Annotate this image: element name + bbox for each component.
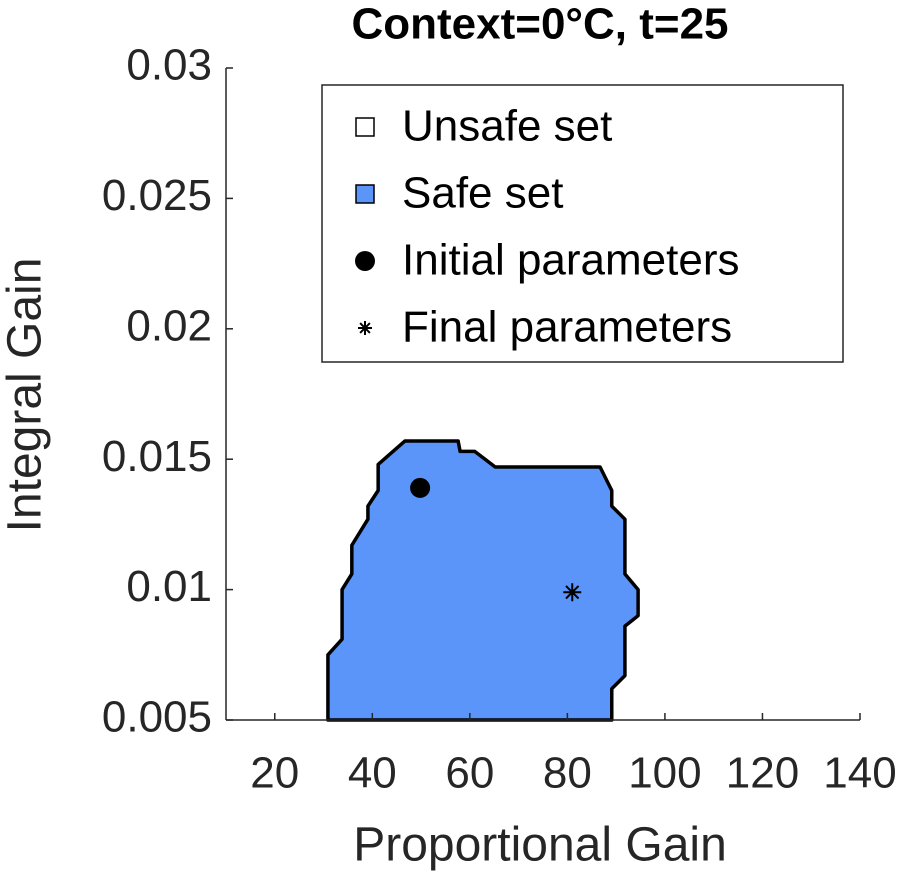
legend: Unsafe set Safe set Initial parameters Fina… [321, 84, 844, 363]
final-point [563, 583, 582, 602]
x-tick-label: 120 [726, 749, 799, 798]
y-tick-label: 0.025 [102, 171, 212, 220]
initial-point [410, 477, 431, 498]
legend-box [321, 84, 844, 363]
y-tick-label: 0.01 [126, 562, 212, 611]
legend-swatch [355, 117, 375, 137]
safe-set-region [326, 439, 640, 722]
x-tick-label: 140 [823, 749, 896, 798]
legend-label: Initial parameters [402, 236, 739, 285]
y-tick-label: 0.03 [126, 41, 212, 90]
x-axis-label: Proportional Gain [353, 819, 727, 872]
x-tick-label: 60 [445, 749, 494, 798]
x-tick-label: 40 [348, 749, 397, 798]
y-tick-label: 0.015 [102, 432, 212, 481]
legend-label: Unsafe set [402, 102, 612, 151]
y-tick-label: 0.02 [126, 301, 212, 350]
legend-label: Final parameters [402, 303, 732, 352]
y-tick-label: 0.005 [102, 693, 212, 742]
legend-swatch [358, 321, 372, 335]
legend-swatch [355, 251, 375, 271]
legend-label: Safe set [402, 169, 563, 218]
x-tick-label: 80 [543, 749, 592, 798]
x-tick-label: 20 [250, 749, 299, 798]
chart-title: Context=0°C, t=25 [351, 0, 728, 49]
legend-swatch [355, 184, 375, 204]
x-tick-label: 100 [628, 749, 701, 798]
y-axis-label: Integral Gain [0, 258, 52, 533]
